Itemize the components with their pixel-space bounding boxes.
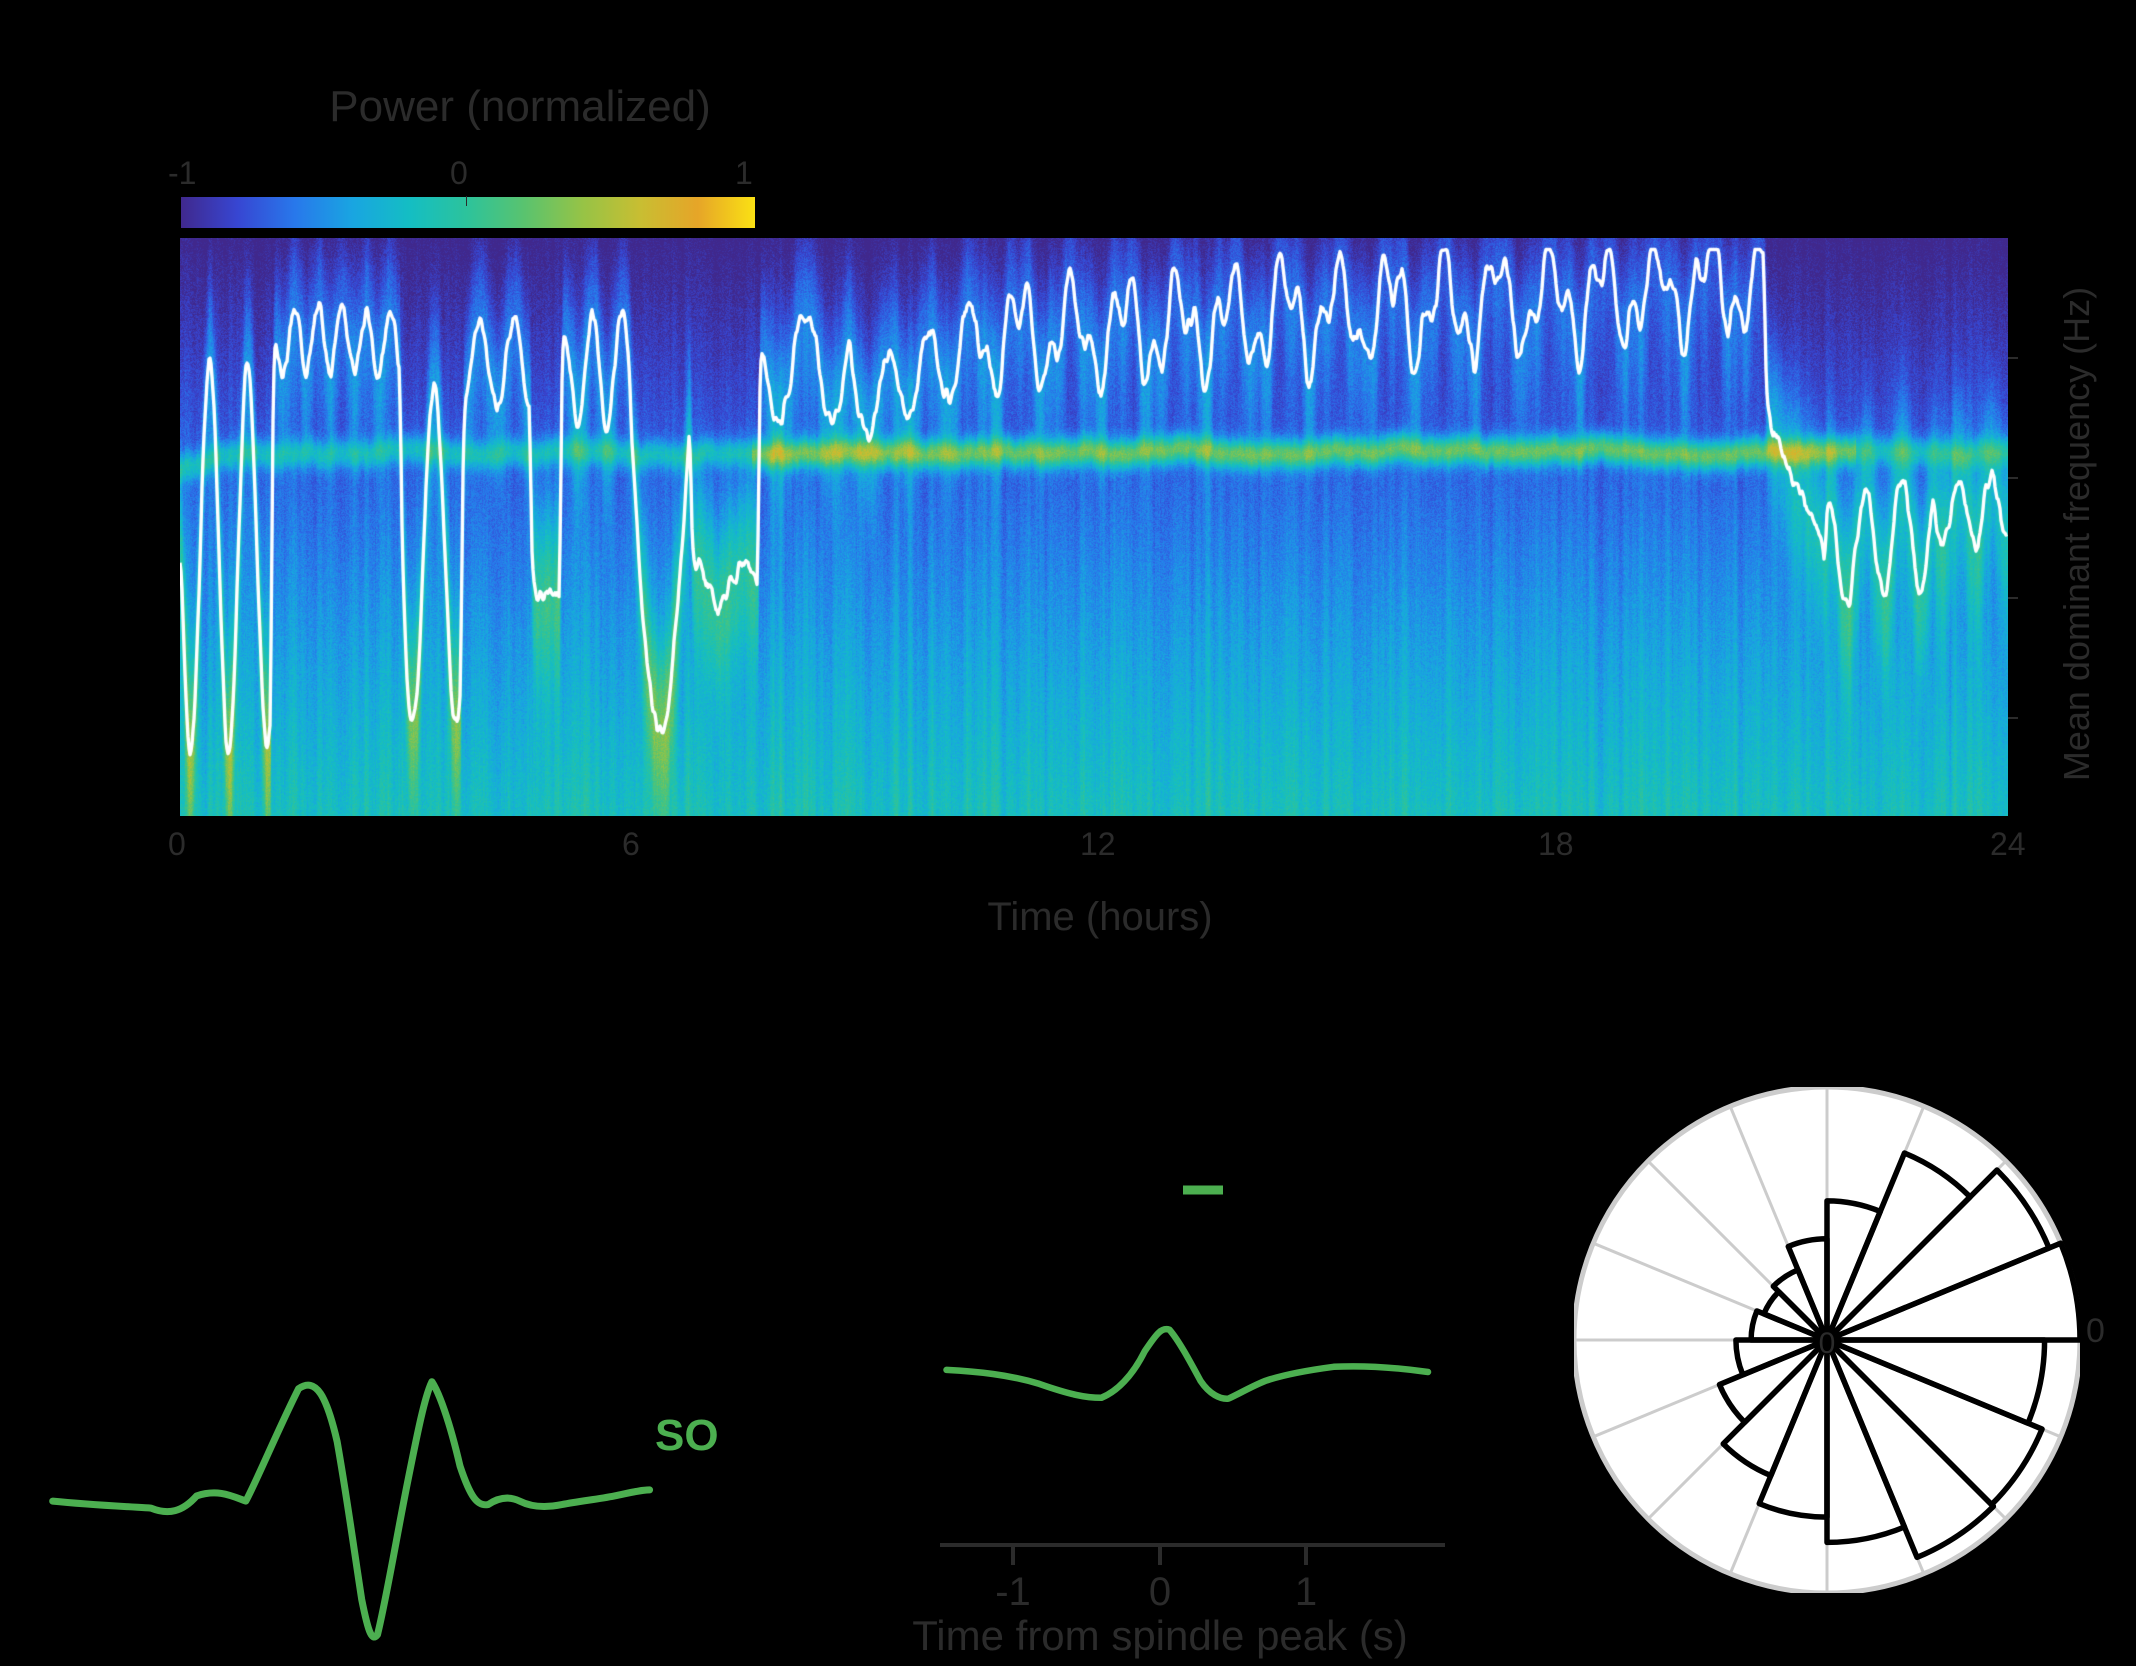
svg-text:0: 0 <box>1149 1570 1171 1614</box>
svg-text:Time from spindle peak (s): Time from spindle peak (s) <box>912 1612 1408 1659</box>
svg-text:-1: -1 <box>995 1570 1031 1614</box>
svg-text:SO: SO <box>655 1411 719 1460</box>
svg-text:0: 0 <box>1819 1327 1836 1360</box>
svg-text:1: 1 <box>1295 1570 1317 1614</box>
